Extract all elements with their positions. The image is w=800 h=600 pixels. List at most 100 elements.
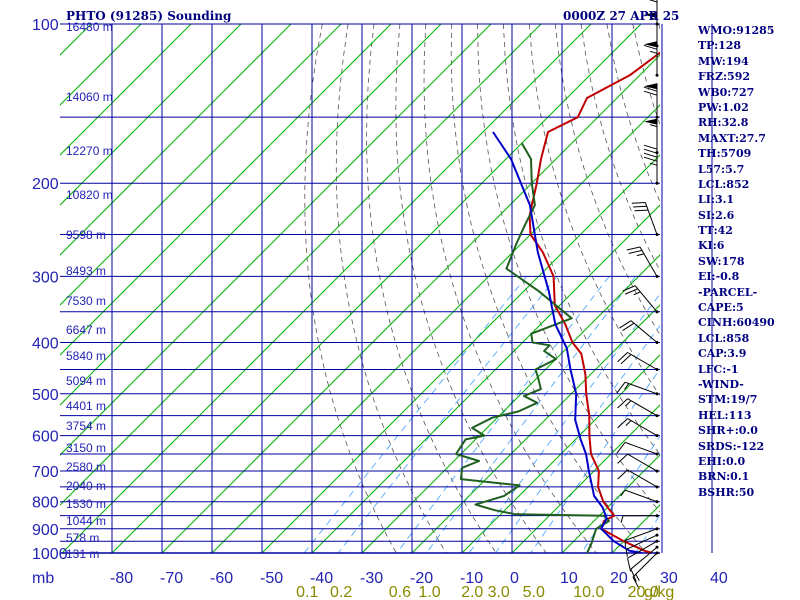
wind-barb-staff	[627, 540, 658, 559]
index-item: BSHR:50	[698, 485, 755, 499]
wind-barb-full	[634, 209, 649, 212]
wind-barb-half	[624, 540, 627, 548]
wind-barb-full	[643, 152, 658, 158]
pressure-tick-label: 200	[32, 176, 59, 193]
grid-lines	[60, 23, 713, 554]
mixing-ratio-label: 0.2	[330, 584, 352, 600]
pressure-tick-label: 400	[32, 335, 59, 352]
index-item: SRDS:-122	[698, 439, 765, 453]
pressure-tick-label: 900	[32, 522, 59, 539]
temp-tick-label: -10	[460, 570, 483, 587]
wind-barb-full	[627, 558, 632, 572]
temp-tick-label: -50	[260, 570, 283, 587]
height-label: 5094 m	[66, 374, 106, 388]
wind-barb-full	[630, 568, 637, 582]
mixing-ratio-label: 20.0	[628, 584, 659, 600]
height-label: 14060 m	[66, 90, 113, 104]
index-item: PW:1.02	[698, 100, 749, 114]
wind-barb-full	[616, 442, 626, 454]
wind-barb-half	[624, 383, 630, 390]
wind-barb-staff	[624, 489, 658, 503]
index-item: WMO:91285	[698, 24, 775, 37]
wind-barb-flag	[644, 41, 657, 48]
wind-barb-dot	[655, 181, 659, 185]
wind-barb-dot	[655, 500, 659, 504]
wind-barb	[617, 418, 659, 438]
temp-tick-label: -80	[110, 570, 133, 587]
mixing-ratio-line	[337, 276, 558, 553]
wind-barb-full	[617, 398, 628, 409]
height-label: 3754 m	[66, 419, 106, 433]
temp-tick-label: -60	[210, 570, 233, 587]
index-item: STM:19/7	[698, 393, 758, 407]
height-label: 578 m	[66, 531, 99, 545]
pressure-tick-label: 700	[32, 464, 59, 481]
isotherm-line	[461, 354, 660, 553]
wind-barb-full	[631, 202, 646, 204]
index-item: LFC:-1	[698, 362, 739, 376]
mixing-ratio-line	[495, 325, 660, 553]
profile-lines	[455, 51, 660, 553]
wind-barb-staff	[625, 534, 658, 550]
wind-barb-staff	[624, 441, 658, 455]
wind-barb-dot	[655, 392, 659, 396]
wind-barb-staff	[624, 381, 658, 395]
wind-barb-full	[617, 469, 628, 480]
dry-adiabat	[304, 24, 397, 553]
pressure-unit-label: mb	[32, 570, 54, 587]
wind-barb-full	[617, 352, 628, 363]
wind-barb	[617, 398, 659, 418]
wind-barb	[620, 489, 659, 504]
height-label: 16480 m	[66, 20, 113, 34]
indices-panel: WMO:91285 TP:128 MW:194 FRZ:592 WB0:727 PW:1.…	[698, 23, 775, 500]
wind-barb	[643, 144, 659, 185]
wind-barb	[626, 246, 659, 278]
isotherm-line	[60, 24, 492, 456]
wind-barb-staff	[624, 528, 658, 541]
mixing-ratio-label: 1.0	[418, 584, 440, 600]
height-label: 2040 m	[66, 479, 106, 493]
isotherm-line	[361, 254, 660, 553]
index-item: CAPE:5	[698, 301, 744, 315]
wind-barb-half	[649, 124, 658, 128]
wind-barb	[644, 118, 659, 155]
isotherm-line	[311, 204, 660, 553]
wind-barb-staff	[627, 398, 658, 417]
wind-barb-half	[625, 400, 632, 407]
isotherm-line	[60, 24, 342, 306]
wind-barb-half	[620, 515, 624, 523]
isotherm-line	[411, 304, 660, 553]
wind-barb-full	[643, 90, 658, 96]
index-item: BRN:0.1	[698, 470, 750, 484]
wind-barb	[631, 202, 659, 236]
pressure-tick-label: 100	[32, 17, 59, 34]
wind-barb-full	[616, 381, 626, 394]
wind-barb-full	[617, 453, 628, 464]
wind-barb-dot	[655, 22, 659, 26]
wind-barb	[632, 551, 659, 590]
profile-plot-area	[455, 51, 660, 553]
wind-barb-dot	[655, 341, 659, 344]
height-label: 9598 m	[66, 228, 106, 242]
isotherm-line	[60, 24, 192, 156]
height-label: 7530 m	[66, 294, 106, 308]
wind-barb-staff	[627, 453, 658, 472]
wind-barb-full	[628, 249, 643, 254]
wind-barb-half	[625, 549, 628, 557]
index-item: WB0:727	[698, 85, 755, 99]
index-item: LCL:858	[698, 331, 750, 345]
index-item: EHI:0.0	[698, 454, 746, 468]
mixing-ratio-line	[303, 276, 528, 553]
pressure-tick-label: 1000	[32, 546, 68, 563]
wind-barb-dot	[655, 533, 659, 537]
wind-barb-dot	[655, 151, 659, 155]
index-item: MAXT:27.7	[698, 131, 766, 145]
wind-barb	[617, 469, 659, 489]
index-item: RH:32.8	[698, 116, 749, 130]
index-item: SI:2.6	[698, 208, 735, 222]
height-label: 4401 m	[66, 399, 106, 413]
wind-barb-half	[649, 50, 658, 54]
dry-adiabat	[477, 24, 660, 513]
dry-adiabat	[423, 24, 597, 553]
wind-barb-half	[635, 573, 640, 581]
